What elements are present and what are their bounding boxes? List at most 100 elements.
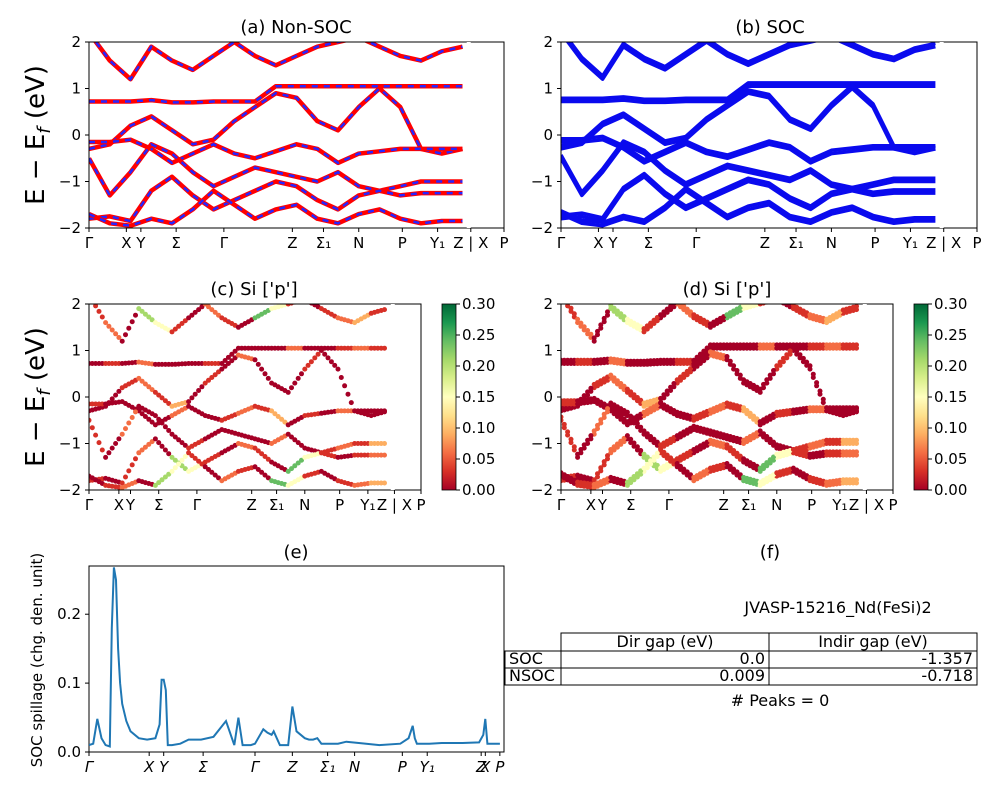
projection-dot — [588, 433, 594, 439]
projection-dot — [638, 397, 644, 403]
projection-dot — [96, 308, 102, 314]
k-tick-label: Γ — [557, 234, 566, 252]
projection-dot — [800, 355, 806, 361]
projection-dot — [166, 451, 172, 457]
projection-dot — [172, 457, 178, 463]
k-tick-label: Z — [247, 496, 257, 514]
k-tick-label: X — [586, 496, 596, 514]
y-tick-label: 1 — [71, 80, 81, 98]
k-tick-label: P — [871, 234, 880, 252]
projection-dot — [684, 469, 690, 475]
k-tick-label: Y₁ — [831, 496, 847, 514]
projection-dot — [588, 385, 594, 391]
projection-dot — [166, 471, 172, 477]
projection-dot — [585, 437, 591, 443]
projection-dot — [119, 431, 125, 437]
projection-dot — [152, 482, 158, 488]
projection-dot — [628, 476, 634, 482]
gap-table: JVASP-15216_Nd(FeSi)2 Dir gap (eV) Indir… — [504, 598, 978, 710]
projection-dot — [641, 465, 647, 471]
projection-dot — [681, 304, 687, 309]
k-tick-label: Y₁ — [359, 496, 375, 514]
band-line — [561, 83, 936, 153]
projection-dot — [93, 432, 99, 438]
projection-dot — [109, 327, 115, 333]
projection-dot — [302, 366, 308, 372]
projection-dot — [778, 296, 783, 301]
projection-dot — [598, 465, 604, 471]
projection-dot — [306, 299, 311, 304]
projection-dot — [139, 447, 145, 453]
y-tick-label: −2 — [59, 481, 81, 499]
projection-dot — [166, 428, 172, 433]
projection-dot — [255, 448, 261, 454]
projection-dot — [631, 417, 637, 423]
k-tick-label: Z | X — [849, 496, 884, 514]
projection-dot — [129, 415, 135, 420]
projection-dot — [575, 451, 581, 457]
y-tick-label: 0 — [71, 126, 81, 144]
projection-dot — [764, 460, 770, 466]
projection-dot — [774, 294, 779, 299]
projection-dot — [761, 381, 766, 387]
y-tick-label: −1 — [59, 435, 81, 453]
projection-dot — [93, 304, 99, 309]
projection-dot — [139, 411, 145, 417]
projection-dot — [588, 331, 594, 337]
projection-dot — [771, 298, 776, 303]
projection-dot — [661, 449, 667, 455]
projection-dot — [731, 448, 737, 453]
projection-dot — [614, 308, 620, 314]
colorbar-gradient — [441, 303, 457, 491]
projection-dot — [820, 396, 826, 402]
projection-dot — [724, 354, 730, 359]
projection-dot — [196, 458, 202, 464]
projection-dot — [651, 436, 657, 442]
projection-dot — [202, 380, 208, 386]
ylabel-mid: E − Ef (eV) — [21, 327, 55, 467]
projection-dot — [116, 436, 122, 442]
projection-dot — [255, 361, 261, 367]
k-tick-label: P — [416, 496, 425, 514]
projection-dot — [661, 309, 667, 315]
projection-dot — [624, 433, 630, 439]
projection-dot — [591, 335, 597, 341]
projection-dot — [634, 395, 640, 400]
projection-dot — [661, 392, 667, 398]
projection-dot — [209, 307, 215, 313]
projection-dot — [727, 358, 733, 364]
projection-dot — [767, 436, 773, 442]
projection-dot — [784, 352, 790, 358]
projection-dot — [731, 363, 737, 369]
colorbar-tick-label: 0.30 — [934, 295, 967, 313]
projection-dot — [219, 366, 225, 372]
band-line — [561, 171, 936, 220]
k-tick-label: Γ — [220, 234, 229, 252]
projection-dot — [578, 447, 584, 452]
projection-dot — [744, 408, 750, 413]
projection-dot — [648, 434, 654, 439]
projection-dot — [581, 442, 587, 448]
projection-dot — [605, 406, 610, 412]
projection-dot — [764, 434, 770, 439]
projection-dot — [382, 408, 387, 414]
peaks-label: # Peaks = 0 — [731, 691, 830, 710]
projection-dot — [149, 387, 155, 393]
projection-dot — [757, 304, 763, 307]
projection-dot — [136, 375, 142, 381]
table-cell: -1.357 — [921, 649, 973, 668]
projection-dot — [757, 465, 763, 471]
projection-dot — [299, 442, 304, 448]
projection-dot — [265, 456, 271, 462]
ylabel-top: E − Ef (eV) — [21, 65, 55, 205]
k-tick-label: Y — [607, 234, 618, 252]
band-line — [565, 42, 936, 81]
colorbar-tick-label: 0.20 — [462, 357, 495, 375]
projection-dot — [568, 436, 574, 442]
projection-dot — [146, 384, 152, 390]
y-tick-label: 2 — [543, 33, 553, 51]
projection-dot — [648, 458, 654, 464]
